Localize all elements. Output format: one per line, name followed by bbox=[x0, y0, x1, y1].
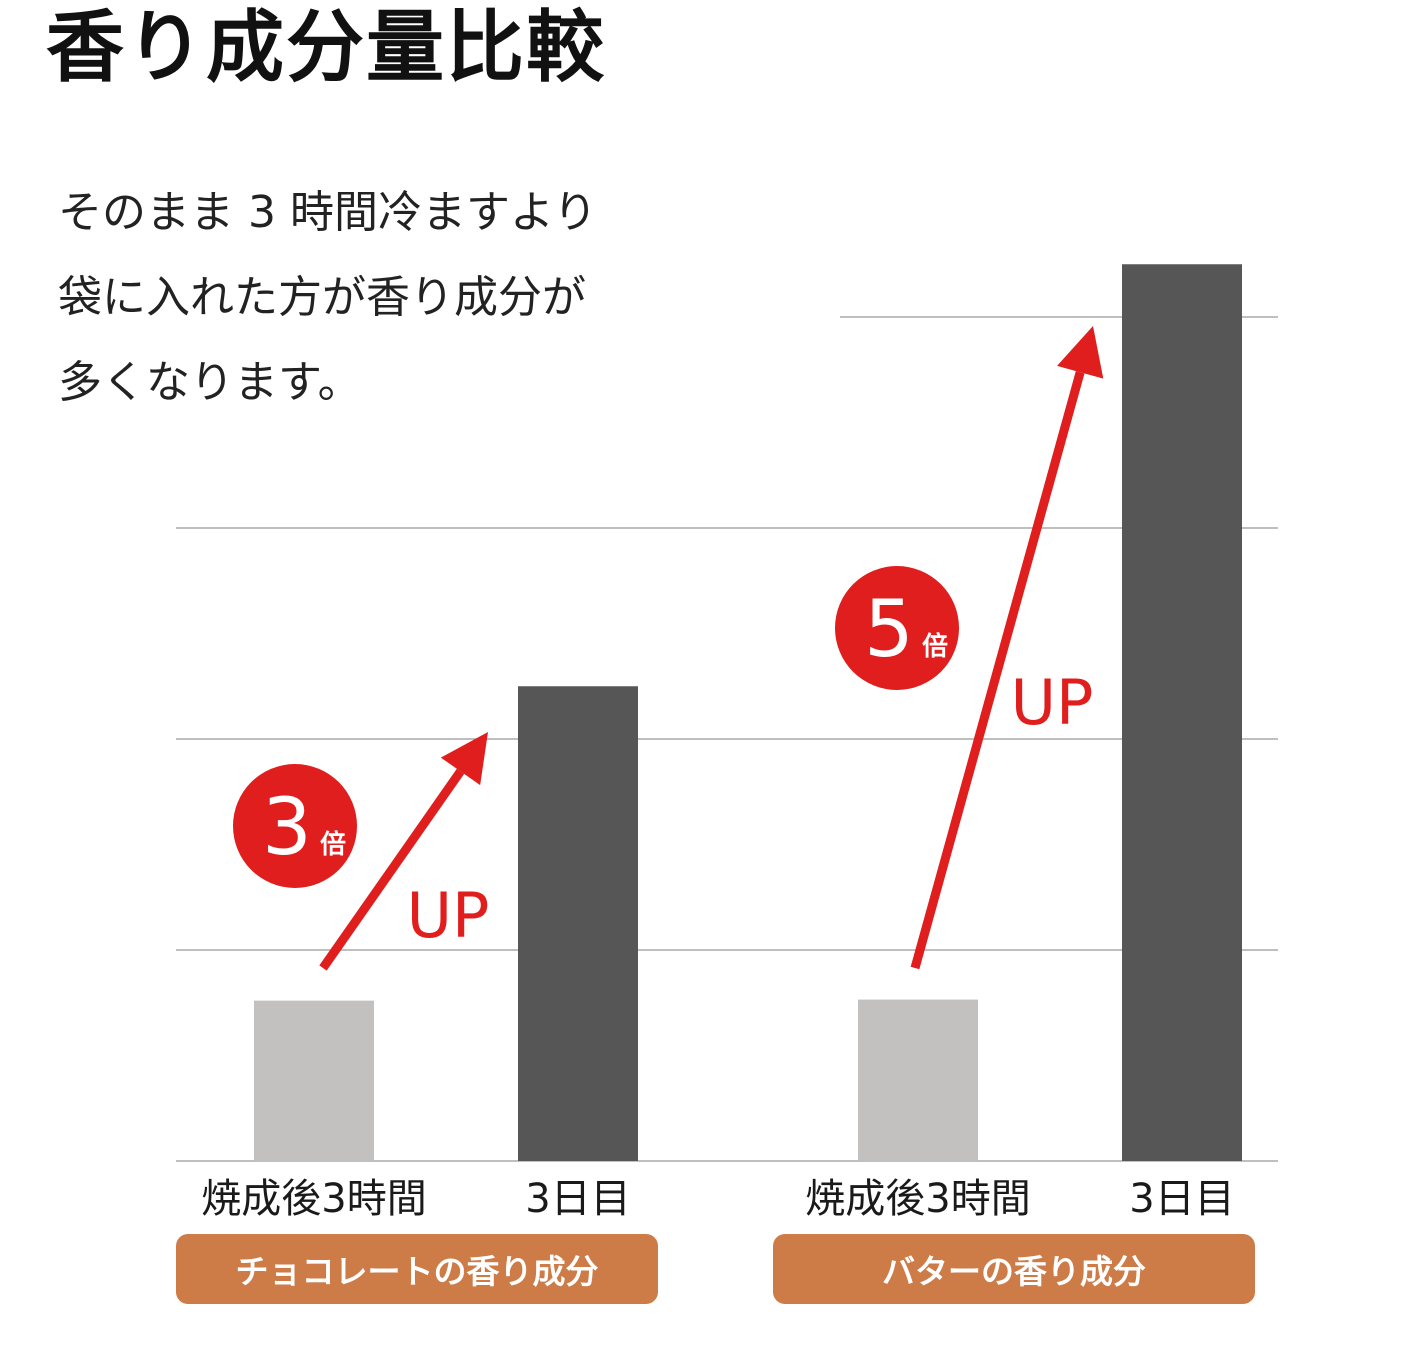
multiplier-value: 5 bbox=[864, 585, 914, 675]
multiplier-unit: 倍 bbox=[320, 829, 346, 860]
up-arrow-shaft bbox=[910, 371, 1085, 970]
multiplier-badge bbox=[835, 566, 959, 690]
up-arrow-shaft bbox=[319, 768, 465, 971]
group-label-chocolate: チョコレートの香り成分 bbox=[176, 1234, 658, 1304]
description-line: 袋に入れた方が香り成分が bbox=[58, 272, 586, 323]
category-label: 3日目 bbox=[525, 1176, 630, 1222]
bar-after bbox=[1122, 264, 1242, 1161]
multiplier-unit: 倍 bbox=[922, 631, 948, 662]
up-arrow-head bbox=[440, 732, 488, 786]
up-label: UP bbox=[1011, 666, 1094, 739]
description: そのまま 3 時間冷ますより 袋に入れた方が香り成分が 多くなります。 bbox=[58, 178, 597, 433]
category-label: 焼成後3時間 bbox=[201, 1176, 426, 1222]
description-line: そのまま 3 時間冷ますより bbox=[58, 187, 598, 238]
group-label-butter: バターの香り成分 bbox=[773, 1234, 1255, 1304]
category-label: 3日目 bbox=[1129, 1176, 1234, 1222]
category-label: 焼成後3時間 bbox=[805, 1176, 1030, 1222]
multiplier-value: 3 bbox=[262, 783, 312, 873]
bar-after bbox=[518, 686, 638, 1161]
description-line: 多くなります。 bbox=[58, 357, 362, 408]
multiplier-badge bbox=[233, 764, 357, 888]
bar-before bbox=[254, 1000, 374, 1161]
up-arrow-head bbox=[1057, 326, 1104, 379]
page-title: 香り成分量比較 bbox=[46, 3, 607, 93]
up-label: UP bbox=[407, 879, 490, 952]
bar-before bbox=[858, 999, 978, 1161]
